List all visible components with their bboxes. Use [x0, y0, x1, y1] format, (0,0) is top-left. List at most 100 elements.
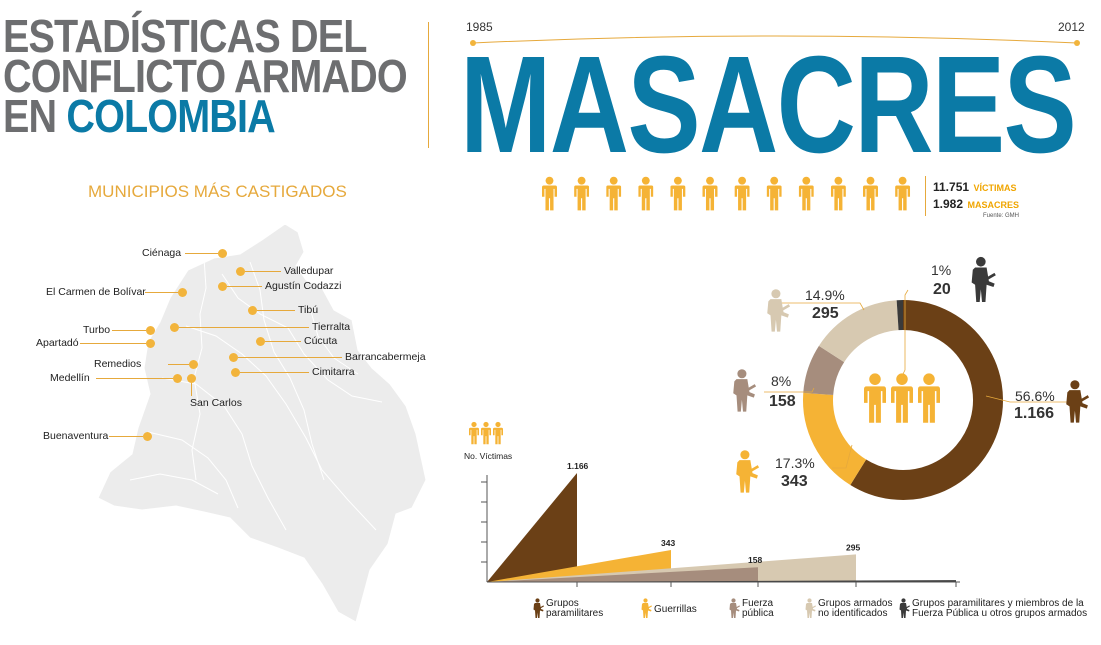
marker-cienaga[interactable] — [218, 249, 227, 258]
legend-label: Grupos paramilitares y miembros de la — [912, 598, 1084, 609]
donut-count-fuerza-publica: 158 — [769, 393, 796, 410]
legend-label: Fuerza — [742, 598, 774, 609]
marker-el-carmen-de-bolivar[interactable] — [178, 288, 187, 297]
marker-san-carlos[interactable] — [187, 374, 196, 383]
soldier-paramilitares-icon — [1066, 380, 1089, 423]
soldier-icon — [805, 598, 816, 618]
donut-count-guerrillas: 343 — [781, 473, 808, 490]
marker-cucuta[interactable] — [256, 337, 265, 346]
donut-pct-fuerza-publica: 8% — [771, 373, 792, 389]
massacres-value: 1.982 — [933, 197, 964, 211]
victims-label: VÍCTIMAS — [973, 183, 1017, 193]
label-barrancabermeja: Barrancabermeja — [345, 351, 426, 363]
person-icon — [574, 176, 590, 211]
person-icon — [798, 176, 814, 211]
legend-label: Grupos armados — [818, 598, 893, 609]
area-fuerza-publica — [487, 567, 758, 582]
marker-agustin-codazzi[interactable] — [218, 282, 227, 291]
donut-slice-guerrillas — [803, 392, 867, 485]
map-heading: MUNICIPIOS MÁS CASTIGADOS — [88, 182, 347, 201]
label-valledupar: Valledupar — [284, 265, 334, 277]
donut-pct-no-identificados: 14.9% — [805, 287, 845, 303]
area-no-identificados — [487, 554, 856, 582]
value-label-no-identificados: 295 — [846, 542, 860, 552]
label-tibu: Tibú — [298, 304, 319, 316]
soldier-mixtos-icon — [971, 256, 996, 302]
person-icon — [895, 176, 911, 211]
person-icon — [702, 176, 718, 211]
legend: Grupos paramilitares Guerrillas Fuerza públi… — [470, 596, 1100, 636]
timeline-arc — [470, 35, 1080, 46]
marker-leader — [168, 364, 189, 365]
marker-leader — [145, 292, 178, 293]
donut-pct-mixtos: 1% — [931, 262, 952, 278]
value-label-paramilitares: 1.166 — [567, 461, 589, 471]
marker-leader — [80, 343, 146, 344]
victims-people-icon — [469, 421, 503, 445]
label-turbo: Turbo — [83, 324, 111, 336]
marker-leader — [112, 330, 146, 331]
soldier-icon — [729, 598, 740, 618]
label-remedios: Remedios — [94, 358, 142, 370]
main-heading: MASACRES — [460, 28, 1077, 182]
label-cucuta: Cúcuta — [304, 335, 338, 347]
label-tierralta: Tierralta — [312, 321, 351, 333]
donut-count-no-identificados: 295 — [812, 305, 839, 322]
marker-remedios[interactable] — [189, 360, 198, 369]
label-apartado: Apartadó — [36, 337, 79, 349]
title-line-3: EN COLOMBIA — [3, 93, 364, 139]
person-icon — [734, 176, 750, 211]
donut-leaders — [764, 289, 1070, 469]
marker-leader — [238, 357, 342, 358]
header-divider — [428, 22, 429, 148]
marker-tierralta[interactable] — [170, 323, 179, 332]
people-row — [542, 176, 911, 211]
label-san-carlos: San Carlos — [190, 397, 242, 409]
marker-leader — [227, 286, 262, 287]
marker-barrancabermeja[interactable] — [229, 353, 238, 362]
person-icon — [863, 176, 878, 211]
soldier-icon — [533, 598, 544, 618]
legend-label: pública — [742, 608, 774, 619]
legend-label: no identificados — [818, 608, 888, 619]
donut-slice-paramilitares — [850, 300, 1003, 500]
period-start: 1985 — [466, 20, 493, 34]
stats-divider — [925, 176, 926, 216]
person-icon — [606, 176, 622, 211]
title-line-3-prefix: EN — [3, 90, 67, 142]
marker-leader — [240, 372, 309, 373]
marker-medellin[interactable] — [173, 374, 182, 383]
marker-tibu[interactable] — [248, 306, 257, 315]
donut-pct-guerrillas: 17.3% — [775, 455, 815, 471]
marker-leader — [109, 436, 143, 437]
donut-pct-paramilitares: 56.6% — [1015, 388, 1055, 404]
person-icon — [830, 176, 846, 211]
label-el-carmen-de-bolivar: El Carmen de Bolívar — [46, 286, 146, 298]
donut-count-paramilitares: 1.166 — [1014, 405, 1055, 422]
marker-cimitarra[interactable] — [231, 368, 240, 377]
page-title: ESTADÍSTICAS DEL CONFLICTO ARMADO EN COL… — [3, 10, 408, 139]
donut-slice-no-identificados — [818, 300, 900, 363]
legend-label: paramilitares — [546, 608, 604, 619]
label-cienaga: Ciénaga — [142, 247, 182, 259]
marker-buenaventura[interactable] — [143, 432, 152, 441]
label-buenaventura: Buenaventura — [43, 430, 109, 442]
soldier-icon — [641, 598, 652, 618]
period-end: 2012 — [1058, 20, 1085, 34]
soldier-no-identificados-icon — [767, 289, 790, 332]
soldier-fuerza-publica-icon — [733, 369, 756, 412]
marker-turbo[interactable] — [146, 326, 155, 335]
title-line-1: ESTADÍSTICAS DEL — [3, 10, 367, 62]
marker-apartado[interactable] — [146, 339, 155, 348]
victims-value: 11.751 — [933, 180, 970, 194]
value-label-guerrillas: 343 — [661, 538, 675, 548]
title-line-2: CONFLICTO ARMADO — [3, 50, 408, 102]
colombia-map — [97, 223, 427, 623]
label-agustin-codazzi: Agustín Codazzi — [265, 280, 342, 292]
marker-valledupar[interactable] — [236, 267, 245, 276]
y-axis-label: No. Víctimas — [464, 451, 513, 461]
massacres-label: MASACRES — [967, 200, 1019, 210]
area-paramilitares — [487, 473, 577, 582]
marker-leader — [179, 327, 309, 328]
donut-slice-fuerza-publica — [803, 345, 845, 396]
